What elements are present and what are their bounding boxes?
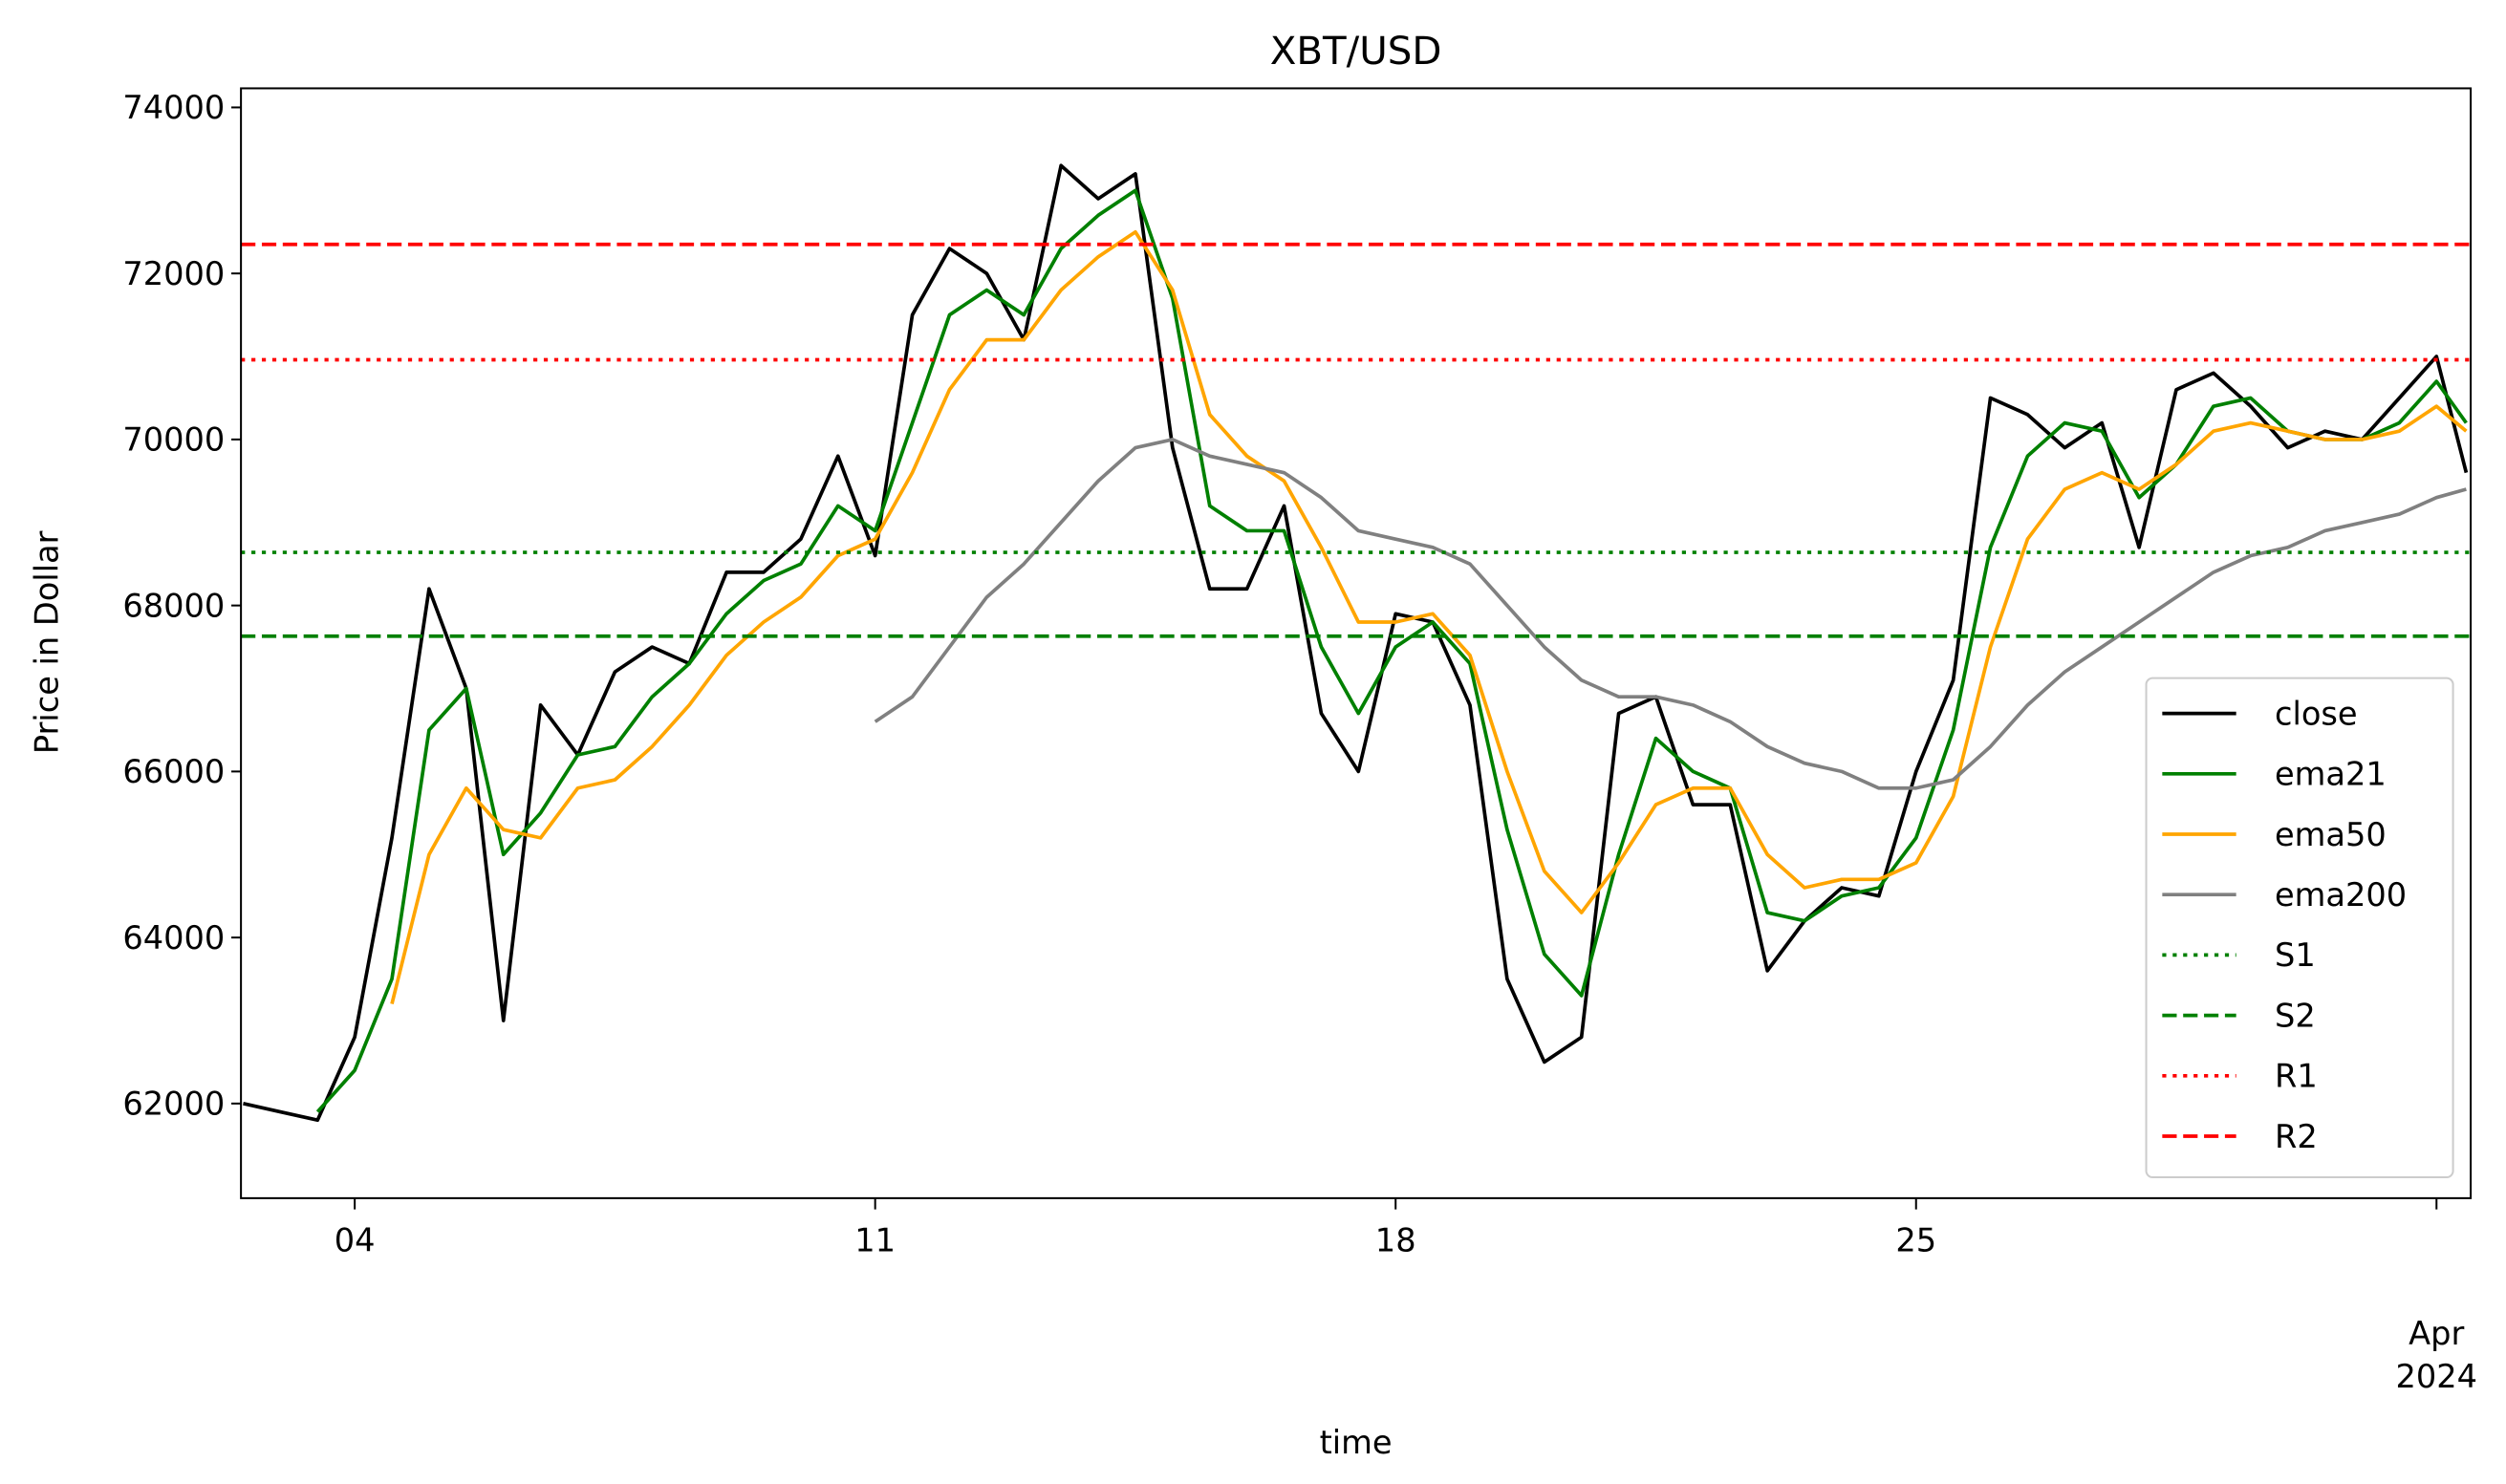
x-tick-label: 04 (334, 1220, 376, 1259)
y-tick-label: 64000 (122, 919, 225, 957)
x-tick-label: 25 (1895, 1220, 1937, 1259)
legend-label: S1 (2275, 936, 2316, 974)
legend-box (2145, 677, 2454, 1179)
plot-frame (240, 87, 2473, 1199)
y-tick-label: 66000 (122, 753, 225, 790)
x-tick-label: 11 (854, 1220, 897, 1259)
series-line (243, 163, 2469, 1123)
legend-label: R1 (2275, 1058, 2318, 1095)
x-axis-label: time (1320, 1424, 1393, 1461)
legend-label: ema200 (2275, 876, 2407, 914)
x-tick-label: 18 (1374, 1220, 1416, 1259)
legend-label: ema21 (2275, 756, 2387, 793)
legend-label: ema50 (2275, 816, 2387, 853)
x-tick-label: Apr 2024 (2395, 1313, 2478, 1396)
y-axis-label: Price in Dollar (29, 530, 66, 754)
y-tick-label: 70000 (122, 421, 225, 459)
y-tick-label: 72000 (122, 255, 225, 292)
chart-title: XBT/USD (1270, 29, 1442, 74)
series-line (390, 229, 2468, 1005)
legend-label: S2 (2275, 997, 2316, 1034)
y-tick-label: 68000 (122, 587, 225, 624)
legend-label: close (2275, 695, 2358, 732)
legend-label: R2 (2275, 1118, 2318, 1155)
y-tick-label: 74000 (122, 89, 225, 126)
series-line (315, 188, 2468, 1113)
series-line (874, 438, 2467, 790)
y-tick-label: 62000 (122, 1086, 225, 1123)
